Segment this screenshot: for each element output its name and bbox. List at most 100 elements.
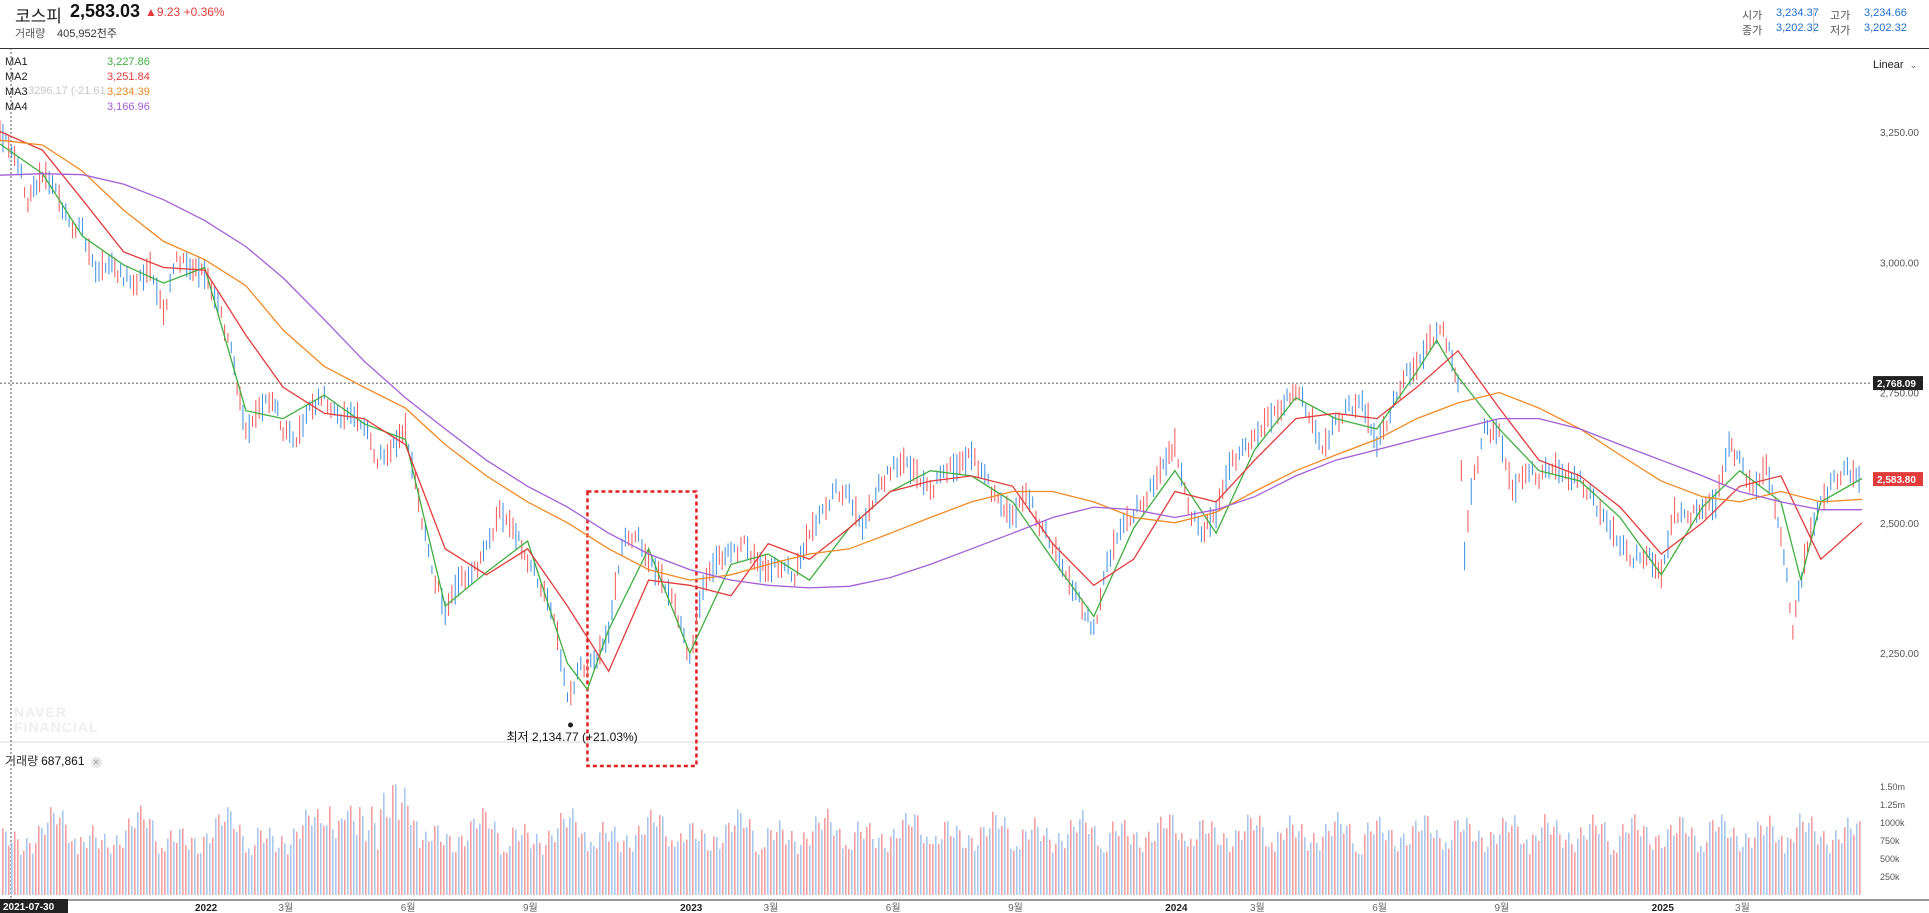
close-label: 종가 [1742,25,1763,37]
volume-bar [1250,817,1252,895]
volume-bar [1028,839,1030,895]
volume-bar [1682,817,1684,895]
volume-bar [800,844,802,895]
volume-bar [218,814,220,895]
volume-bar [590,841,592,895]
volume-bar [44,834,46,895]
volume-bar [923,843,925,895]
volume-bar [1715,831,1717,895]
volume-bar [950,836,952,895]
volume-bar [1754,837,1756,895]
volume-bar [428,841,430,895]
volume-bar [1325,823,1327,895]
volume-bar [1124,819,1126,895]
watermark-logo: NAVER FINANCIAL [14,705,98,735]
volume-bar [968,835,970,895]
volume-bar [1388,830,1390,895]
volume-bar [614,826,616,895]
volume-bar [1079,819,1081,895]
x-tick-label: 6월 [401,902,416,913]
volume-bar [1667,829,1669,895]
crosshair-price-tag-text: 2,768.09 [1877,379,1916,390]
volume-bar [374,823,376,895]
volume-bar [1094,826,1096,895]
volume-bar [1013,850,1015,895]
volume-bar [128,818,130,895]
volume-bar [1049,839,1051,895]
volume-bar [809,845,811,895]
volume-bar [893,828,895,895]
volume-bar [653,822,655,895]
volume-bar [1664,846,1666,895]
volume-bar [14,831,16,895]
volume-bar [1538,840,1540,895]
ma3-ghost-text: 3296.17 (-21.61 [28,85,106,97]
volume-bar [1145,837,1147,895]
volume-bar [1679,817,1681,895]
volume-bar [1310,842,1312,895]
volume-bar [302,825,304,895]
volume-bar [635,835,637,895]
volume-bar [80,837,82,895]
volume-bar [983,826,985,895]
volume-bar [329,806,331,895]
volume-bar [1436,829,1438,895]
volume-bar [284,843,286,895]
volume-bar [908,824,910,895]
volume-bar [41,827,43,895]
volume-bar [548,830,550,895]
volume-bar [767,828,769,895]
volume-bar [1766,826,1768,895]
scale-selector[interactable]: Linear ⌄ [1873,59,1917,71]
volume-bar [1706,841,1708,895]
volume-bar [1241,840,1243,895]
volume-bar [875,848,877,895]
volume-tick-label: 1.50m [1880,782,1905,792]
volume-bar [1316,842,1318,895]
volume-bar [1532,834,1534,895]
volume-bar [791,830,793,895]
volume-bar [419,848,421,895]
series-ma4-line [0,173,1862,589]
volume-bar [20,854,22,895]
volume-bar [1349,823,1351,895]
volume-bar [1700,845,1702,895]
volume-bar [101,839,103,895]
x-tick-label: 9월 [1494,902,1509,913]
volume-bar [761,849,763,895]
volume-bar [1613,849,1615,895]
volume-bar [1727,837,1729,895]
volume-bar [1622,824,1624,895]
volume-bar [1217,844,1219,895]
volume-tick-label: 1000k [1880,818,1905,828]
volume-bar [1649,844,1651,895]
low-value: 3,202.32 [1864,22,1907,34]
close-icon[interactable]: ✕ [90,757,102,768]
volume-bar [1046,827,1048,895]
volume-bar [1514,815,1516,895]
volume-bar [713,836,715,895]
volume-bar [1025,831,1027,895]
volume-bar [335,838,337,895]
volume-bar [1685,833,1687,895]
volume-bar [77,854,79,895]
volume-bar [1508,832,1510,895]
volume-bar [11,842,13,895]
y-axis: 3,250.00 3,000.00 2,750.00 2,500.00 2,250.00 [1880,128,1919,660]
volume-bar [1097,845,1099,895]
volume-bar [1385,840,1387,895]
volume-bar [722,842,724,895]
volume-bar [566,827,568,895]
volume-bar [926,836,928,895]
volume-bar [1289,815,1291,895]
volume-bar [545,845,547,895]
volume-bar [275,851,277,895]
volume-bar [764,847,766,895]
y-tick-label: 3,250.00 [1880,128,1919,139]
volume-bar [836,830,838,895]
volume-bar [1334,821,1336,895]
volume-bar [215,818,217,895]
volume-bar [1418,831,1420,895]
volume-bar [1337,811,1339,895]
